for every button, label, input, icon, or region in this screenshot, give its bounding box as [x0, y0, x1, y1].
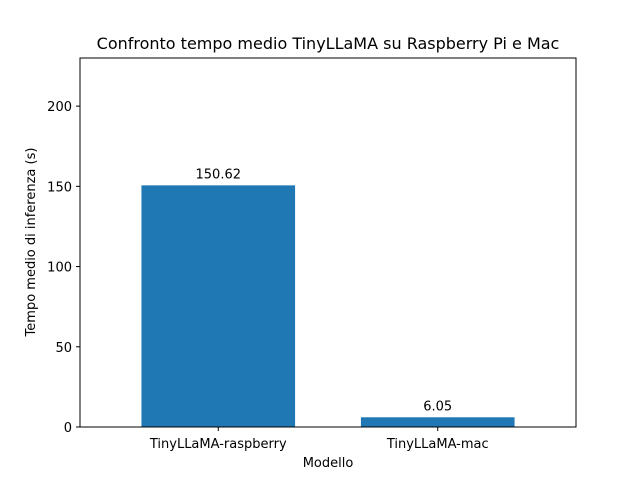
chart-title: Confronto tempo medio TinyLLaMA su Raspb…	[97, 34, 560, 53]
data-label-tinyllama-raspberry: 150.62	[196, 167, 242, 182]
x-tick-label-tinyllama-raspberry: TinyLLaMA-raspberry	[149, 437, 287, 452]
y-tick-label-200: 200	[47, 100, 72, 115]
y-tick-label-0: 0	[64, 421, 72, 436]
plot-frame	[79, 57, 577, 428]
data-label-tinyllama-mac: 6.05	[423, 399, 452, 414]
bar-tinyllama-raspberry	[141, 185, 296, 427]
x-axis-label: Modello	[303, 456, 354, 471]
y-axis-label: Tempo medio di inferenza (s)	[24, 148, 39, 338]
bar-tinyllama-mac	[360, 417, 515, 427]
x-tick-label-tinyllama-mac: TinyLLaMA-mac	[386, 437, 489, 452]
y-tick-label-50: 50	[55, 341, 72, 356]
x-axis: TinyLLaMA-raspberry TinyLLaMA-mac	[149, 427, 489, 452]
bars-layer	[141, 185, 515, 427]
y-tick-label-100: 100	[47, 261, 72, 276]
value-labels-layer: 150.62 6.05	[196, 167, 453, 414]
y-tick-label-150: 150	[47, 180, 72, 195]
y-axis: 0 50 100 150 200	[47, 100, 80, 436]
